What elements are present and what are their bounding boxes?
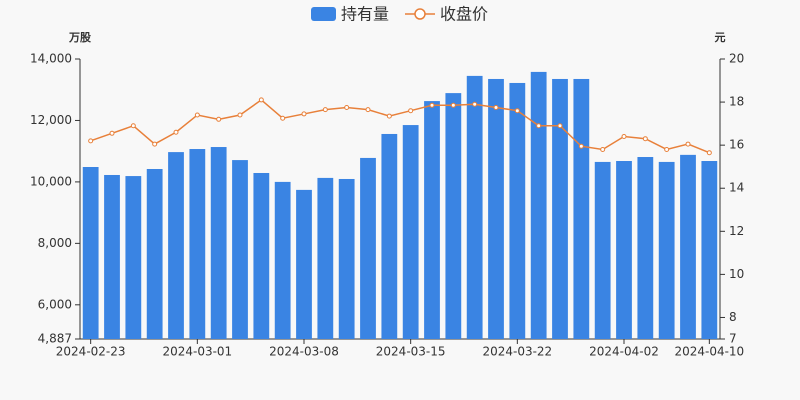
line-point xyxy=(88,138,94,144)
bar xyxy=(146,168,163,339)
bar xyxy=(381,133,398,339)
bar xyxy=(274,181,291,339)
line-point xyxy=(557,123,563,129)
line-point xyxy=(109,130,115,136)
line-point xyxy=(216,116,222,122)
legend-label: 持有量 xyxy=(341,5,389,24)
bar xyxy=(658,161,675,339)
bar xyxy=(445,93,462,339)
line-point xyxy=(600,146,606,152)
line-point xyxy=(664,146,670,152)
line-point xyxy=(408,108,414,114)
bar xyxy=(338,178,355,339)
bar xyxy=(616,161,632,339)
bar xyxy=(573,78,590,339)
bar xyxy=(594,161,611,339)
y-tick-label: 4,887 xyxy=(38,332,72,346)
line-point xyxy=(429,102,435,108)
bar xyxy=(402,125,419,339)
bar xyxy=(424,101,440,339)
bar xyxy=(296,189,312,339)
y2-axis-label: 元 xyxy=(715,31,726,44)
y2-tick-label: 10 xyxy=(729,267,744,281)
legend-swatch xyxy=(311,7,336,21)
x-tick-label: 2024-03-01 xyxy=(162,345,232,359)
bar xyxy=(82,166,99,339)
line-point xyxy=(130,123,136,129)
y2-tick-label: 18 xyxy=(729,95,744,109)
y-tick-label: 8,000 xyxy=(38,236,72,250)
line xyxy=(90,98,710,154)
y-tick-label: 12,000 xyxy=(30,113,72,127)
x-tick-label: 2024-03-15 xyxy=(376,345,446,359)
bar xyxy=(509,82,526,340)
bar xyxy=(232,160,248,339)
bar xyxy=(680,154,696,339)
line-point xyxy=(536,123,542,129)
legend-swatch xyxy=(414,8,426,20)
legend-label: 收盘价 xyxy=(440,5,488,24)
y2-tick-label: 12 xyxy=(729,224,744,238)
line-point xyxy=(237,112,243,118)
bar xyxy=(552,78,568,339)
x-tick-label: 2024-03-22 xyxy=(482,345,552,359)
x-tick-label: 2024-04-10 xyxy=(674,345,744,359)
line-point xyxy=(152,141,158,147)
line-point xyxy=(621,134,627,140)
y-tick-label: 6,000 xyxy=(38,297,72,311)
line-point xyxy=(472,101,478,107)
bar xyxy=(210,147,227,339)
y2-tick-label: 8 xyxy=(729,310,737,324)
y2-tick-label: 16 xyxy=(729,138,744,152)
line-point xyxy=(578,143,584,149)
line-point xyxy=(493,104,499,110)
bar xyxy=(701,161,718,339)
bar xyxy=(168,152,184,339)
line-point xyxy=(685,141,691,147)
bar xyxy=(104,174,120,339)
y2-tick-label: 7 xyxy=(729,332,737,346)
line-point xyxy=(173,129,179,135)
x-tick-label: 2024-04-02 xyxy=(589,345,659,359)
bar xyxy=(253,172,270,339)
y-tick-label: 14,000 xyxy=(30,52,72,66)
line-point xyxy=(194,112,200,118)
line-point xyxy=(514,108,520,114)
bar xyxy=(530,71,547,340)
line-point xyxy=(386,113,392,119)
bar xyxy=(466,75,483,340)
x-tick-label: 2024-03-08 xyxy=(269,345,339,359)
line-point xyxy=(258,97,264,103)
bar xyxy=(125,176,142,339)
bar xyxy=(317,177,334,339)
line-point xyxy=(344,104,350,110)
x-tick-label: 2024-02-23 xyxy=(56,345,126,359)
line-point xyxy=(301,111,307,117)
y2-tick-label: 14 xyxy=(729,181,744,195)
y-axis-label: 万股 xyxy=(68,31,92,44)
line-point xyxy=(322,107,328,113)
bar xyxy=(189,149,206,339)
line-point xyxy=(450,102,456,108)
line-point xyxy=(706,150,712,156)
line-point xyxy=(280,115,286,121)
bar xyxy=(488,78,504,339)
bar xyxy=(360,157,376,339)
line-point xyxy=(365,107,371,113)
bar xyxy=(637,157,654,339)
line-point xyxy=(642,136,648,142)
y2-tick-label: 20 xyxy=(729,52,744,66)
y-tick-label: 10,000 xyxy=(30,174,72,188)
